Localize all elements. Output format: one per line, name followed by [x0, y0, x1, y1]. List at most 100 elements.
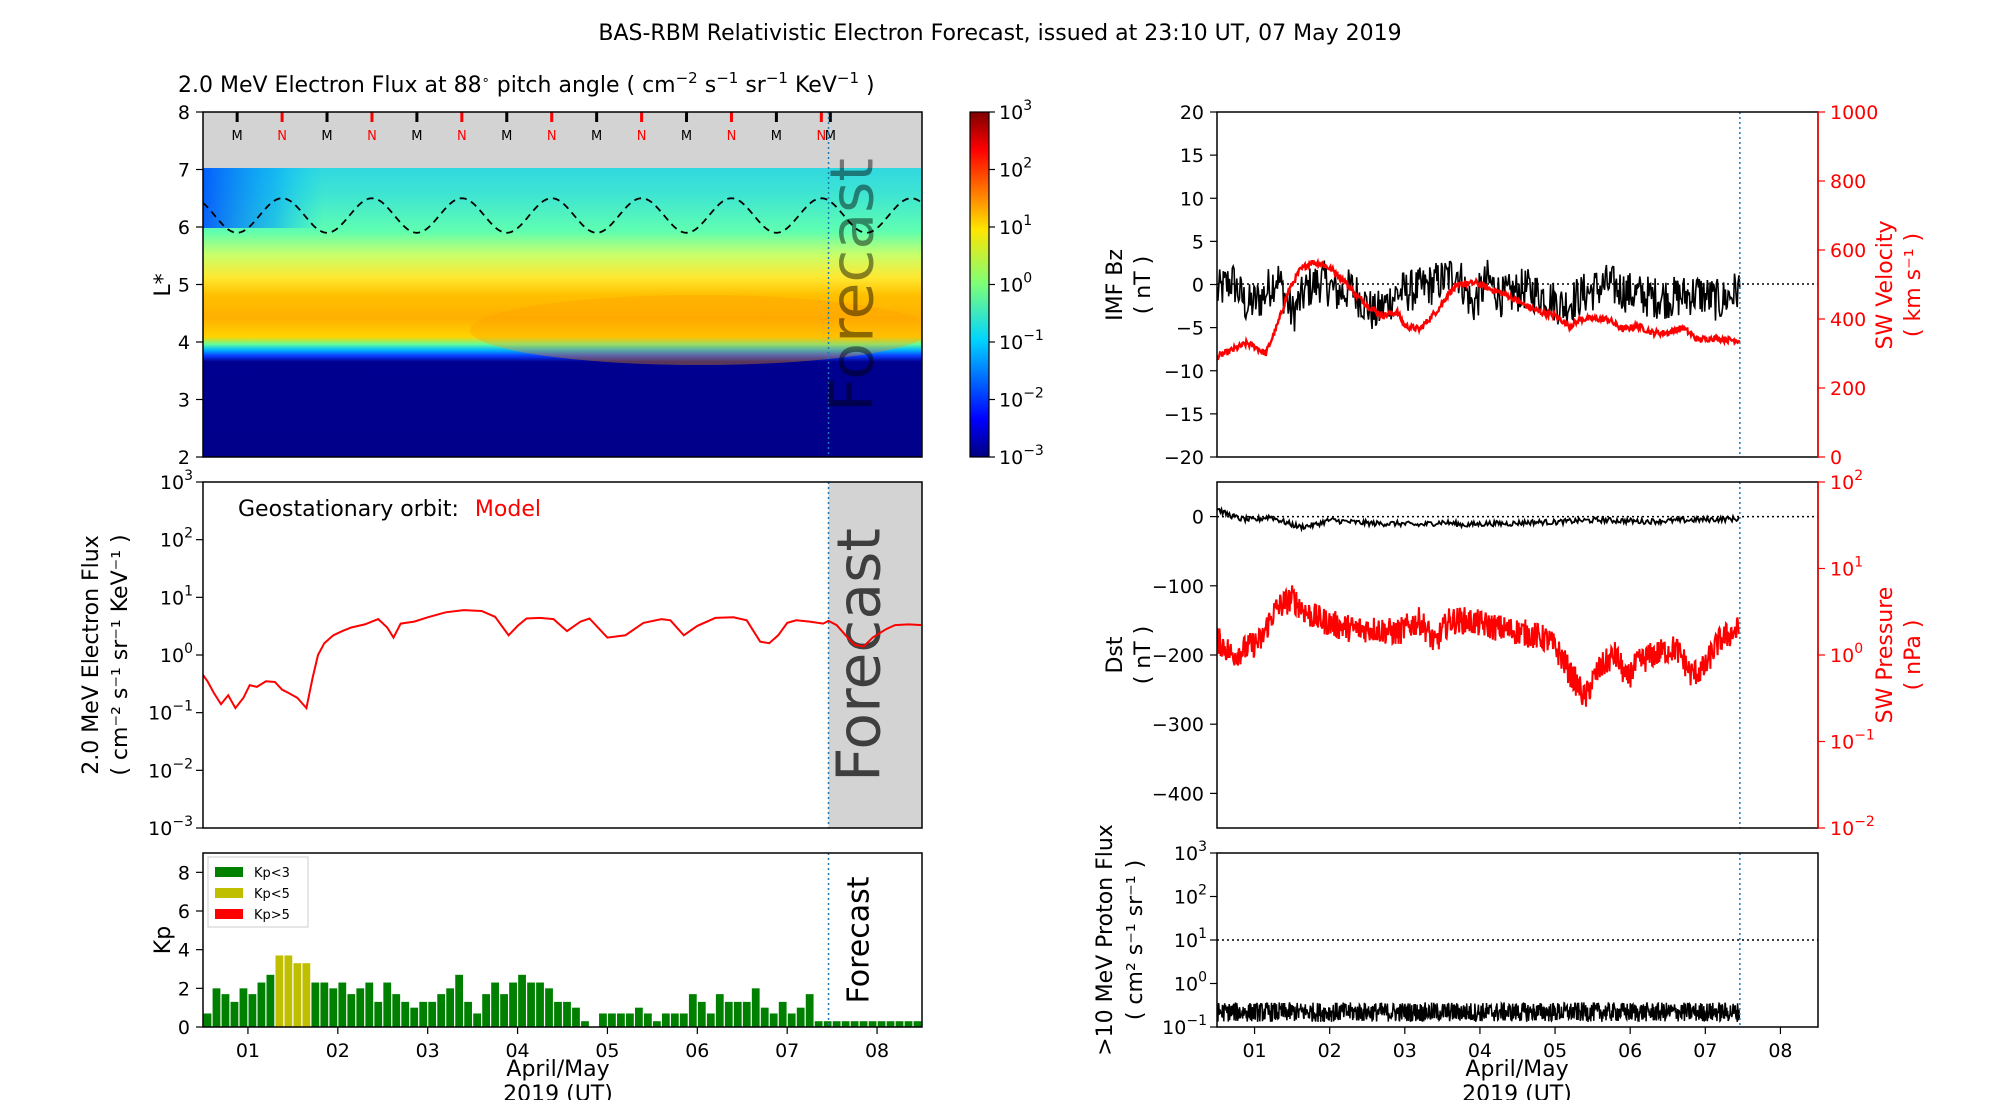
kp-bar: [212, 988, 221, 1027]
right-xlabel-line1: April/May: [1465, 1057, 1568, 1082]
kp-bar: [401, 1001, 410, 1027]
forecast-watermark-kp: Forecast: [842, 876, 877, 1003]
kp-legend-label-0: Kp<3: [254, 866, 290, 881]
proton-panel: 103 102 101 100 10−1 >10 MeV Proton Flux ( c…: [1093, 824, 1819, 1100]
kp-bar: [329, 988, 338, 1027]
colorbar: 103 102 101 100 10−1 10−2 10−3: [969, 98, 1044, 469]
geo-ytick-label: 100: [160, 641, 193, 667]
kp-bar: [284, 955, 293, 1027]
imf-bz-series: [1217, 259, 1741, 332]
kp-bar: [608, 1013, 616, 1027]
orbit-marker-label: M: [501, 129, 512, 144]
proton-ytick-label: 103: [1174, 839, 1207, 865]
dst-ylabel-line1: Dst: [1103, 636, 1128, 673]
imf-ytick-label: 10: [1180, 188, 1204, 210]
x-tick-label: 07: [1693, 1040, 1717, 1062]
kp-bar: [841, 1021, 850, 1027]
geo-frame: [202, 481, 923, 829]
heatmap-ytick-label: 6: [178, 217, 190, 239]
geo-ytick-label: 103: [160, 468, 193, 494]
kp-bar: [554, 1001, 562, 1027]
kp-bar: [599, 1013, 607, 1027]
imf-ytick-label: −5: [1176, 318, 1204, 340]
kp-bar: [886, 1021, 895, 1027]
kp-bar: [769, 1013, 778, 1027]
orbit-marker-label: N: [816, 129, 826, 144]
kp-bar: [338, 982, 347, 1027]
imf-ytick-label: 20: [1180, 102, 1204, 124]
kp-ylabel: Kp: [151, 926, 176, 954]
sw-pressure-ytick-label: 10−2: [1830, 814, 1875, 840]
sw-velocity-ytick-label: 200: [1830, 378, 1866, 400]
sw-velocity-series: [1217, 257, 1741, 361]
left-xlabel-line2: 2019 (UT): [503, 1082, 613, 1100]
kp-bar: [266, 974, 275, 1027]
geo-ytick-label: 102: [160, 526, 193, 552]
imf-y-ticks: −20 −15 −10 −5 0 5 10 15 20: [1164, 102, 1217, 469]
dst-ytick-label: −200: [1152, 645, 1204, 667]
kp-bar: [518, 974, 526, 1027]
kp-bar: [643, 1013, 652, 1027]
colorbar-tick-label: 10−1: [999, 328, 1044, 354]
geo-ytick-label: 101: [160, 583, 193, 609]
x-tick-label: 03: [416, 1040, 440, 1062]
kp-bar: [868, 1021, 877, 1027]
kp-bar: [877, 1021, 886, 1027]
kp-bar: [733, 1001, 742, 1027]
kp-bar: [347, 994, 356, 1027]
left-xlabel-line1: April/May: [506, 1057, 609, 1082]
left-x-ticks: 01 02 03 04 05 06 07 08: [236, 1027, 889, 1062]
sw-velocity-ylabel-line1: SW Velocity: [1873, 220, 1898, 349]
x-tick-label: 08: [1768, 1040, 1792, 1062]
sw-pressure-ytick-label: 102: [1830, 468, 1863, 494]
dst-ytick-label: −100: [1152, 576, 1204, 598]
imf-ytick-label: −20: [1164, 447, 1204, 469]
kp-bar: [581, 1021, 589, 1027]
geo-flux-series: [203, 609, 922, 711]
dst-y-ticks: −400 −300 −200 −100 0: [1152, 507, 1217, 805]
x-tick-label: 05: [1543, 1040, 1567, 1062]
kp-bar: [509, 982, 517, 1027]
kp-bar: [527, 982, 535, 1027]
dst-frame: [1216, 481, 1819, 829]
x-tick-label: 05: [595, 1040, 619, 1062]
proton-ytick-label: 101: [1174, 926, 1207, 952]
orbit-marker-label: M: [681, 129, 692, 144]
forecast-watermark-heatmap: Forecast: [818, 158, 888, 412]
sw-pressure-ytick-label: 101: [1830, 555, 1863, 581]
kp-bar: [760, 1007, 769, 1027]
colorbar-gradient: [969, 111, 990, 458]
sw-pressure-series: [1217, 585, 1740, 707]
kp-bar: [635, 1007, 643, 1027]
kp-ytick-label: 4: [178, 940, 190, 962]
orbit-marker-label: N: [277, 129, 287, 144]
kp-bar: [320, 982, 329, 1027]
kp-bar: [374, 1001, 383, 1027]
geo-annotation: Geostationary orbit: Model: [238, 497, 541, 522]
kp-bar: [706, 1013, 715, 1027]
kp-legend: Kp<3 Kp<5 Kp>5: [207, 856, 309, 928]
x-tick-label: 04: [1468, 1040, 1492, 1062]
orbit-marker-label: M: [591, 129, 602, 144]
imf-ylabel-line2: ( nT ): [1131, 256, 1156, 315]
kp-bar: [661, 1013, 670, 1027]
kp-bar: [617, 1013, 625, 1027]
colorbar-tick-label: 103: [999, 98, 1032, 124]
kp-bar: [787, 1013, 796, 1027]
heatmap-ytick-label: 7: [178, 160, 190, 182]
kp-bar: [563, 1001, 571, 1027]
forecast-shade-geo: [828, 482, 922, 828]
geo-ylabel-line1: 2.0 MeV Electron Flux: [79, 535, 104, 775]
geo-ytick-label: 10−3: [148, 814, 193, 840]
heatmap-ylabel: L*: [151, 273, 176, 296]
heatmap-ytick-label: 2: [178, 447, 190, 469]
dst-ytick-label: −400: [1152, 783, 1204, 805]
dst-ytick-label: 0: [1192, 507, 1204, 529]
kp-bar: [446, 988, 455, 1027]
kp-bar: [455, 974, 464, 1027]
heatmap-title: 2.0 MeV Electron Flux at 88∘ pitch angle…: [178, 69, 875, 98]
orbit-marker-label: M: [232, 129, 243, 144]
x-tick-label: 06: [1618, 1040, 1642, 1062]
heatmap-y-ticks: 2 3 4 5 6 7 8: [178, 102, 203, 469]
